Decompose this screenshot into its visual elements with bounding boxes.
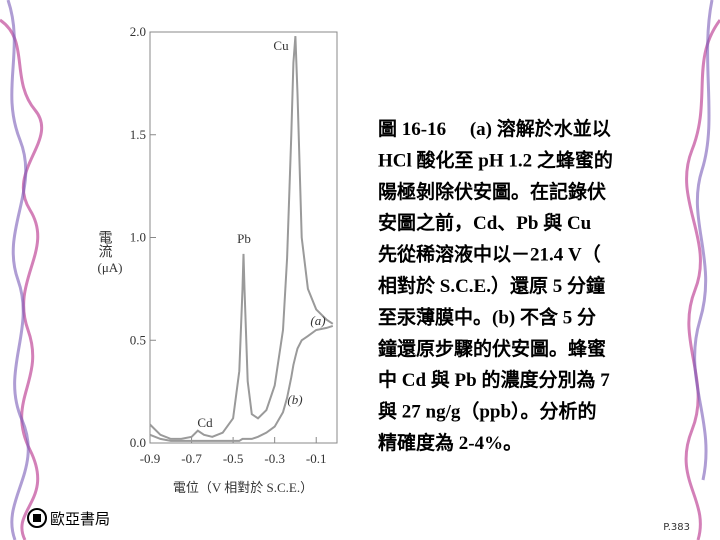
y-tick-label: 1.0 xyxy=(130,230,146,245)
y-tick-label: 0.5 xyxy=(130,332,146,347)
series-line xyxy=(149,324,334,442)
caption-line: 安圖之前，Cd、Pb 與 Cu xyxy=(378,211,592,234)
x-tick-label: -0.1 xyxy=(306,451,327,466)
chart: 電流 (μA) 電位（V 相對於 S.C.E.） 0.0 0.5 1.0 1.5 2.0… xyxy=(97,24,338,495)
y-tick-label: 0.0 xyxy=(130,435,146,450)
series-label: (b) xyxy=(287,392,302,407)
peak-label: Pb xyxy=(237,231,251,246)
caption-line: 陽極剝除伏安圖。在記錄伏 xyxy=(378,180,606,203)
series-line xyxy=(149,36,334,440)
x-tick-label: -0.3 xyxy=(264,451,285,466)
page-number: P.383 xyxy=(663,522,690,533)
caption-line: 先從稀溶液中以－21.4 V（ xyxy=(378,243,601,266)
caption: 圖 16-16 (a) 溶解於水並以 HCl 酸化至 pH 1.2 之蜂蜜的陽極剝… xyxy=(378,117,613,454)
y-tick-label: 2.0 xyxy=(130,24,146,39)
publisher: 歐亞書局 xyxy=(50,510,110,528)
peak-label: Cu xyxy=(273,38,289,53)
publisher-logo: 歐亞書局 xyxy=(27,508,110,528)
caption-line: HCl 酸化至 pH 1.2 之蜂蜜的 xyxy=(378,148,613,171)
caption-line: 圖 16-16 (a) 溶解於水並以 xyxy=(378,117,611,140)
x-tick-label: -0.9 xyxy=(140,451,161,466)
y-axis-label: 電流 xyxy=(97,230,113,259)
y-tick-label: 1.5 xyxy=(130,127,146,142)
caption-line: 至汞薄膜中。(b) 不含 5 分 xyxy=(378,305,596,328)
caption-line: 鐘還原步驟的伏安圖。蜂蜜 xyxy=(378,337,606,360)
x-tick-label: -0.5 xyxy=(223,451,244,466)
series-label: (a) xyxy=(310,313,325,328)
caption-line: 中 Cd 與 Pb 的濃度分別為 7 xyxy=(378,368,610,391)
x-tick-label: -0.7 xyxy=(181,451,202,466)
caption-line: 相對於 S.C.E.）還原 5 分鐘 xyxy=(378,274,605,297)
y-axis-unit: (μA) xyxy=(97,260,122,275)
peak-label: Cd xyxy=(197,415,213,430)
caption-line: 精確度為 2-4%。 xyxy=(378,431,522,454)
caption-line: 與 27 ng/g（ppb）。分析的 xyxy=(378,400,597,423)
x-axis-label: 電位（V 相對於 S.C.E.） xyxy=(173,480,313,495)
